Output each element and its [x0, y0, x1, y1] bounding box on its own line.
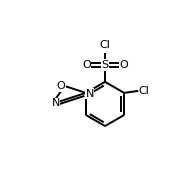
Text: Cl: Cl [100, 40, 110, 50]
Text: Cl: Cl [139, 86, 150, 96]
Text: S: S [101, 60, 109, 70]
Text: N: N [85, 89, 94, 98]
Text: O: O [57, 81, 66, 91]
Text: O: O [82, 60, 91, 70]
Text: O: O [119, 60, 128, 70]
Text: N: N [51, 98, 60, 108]
